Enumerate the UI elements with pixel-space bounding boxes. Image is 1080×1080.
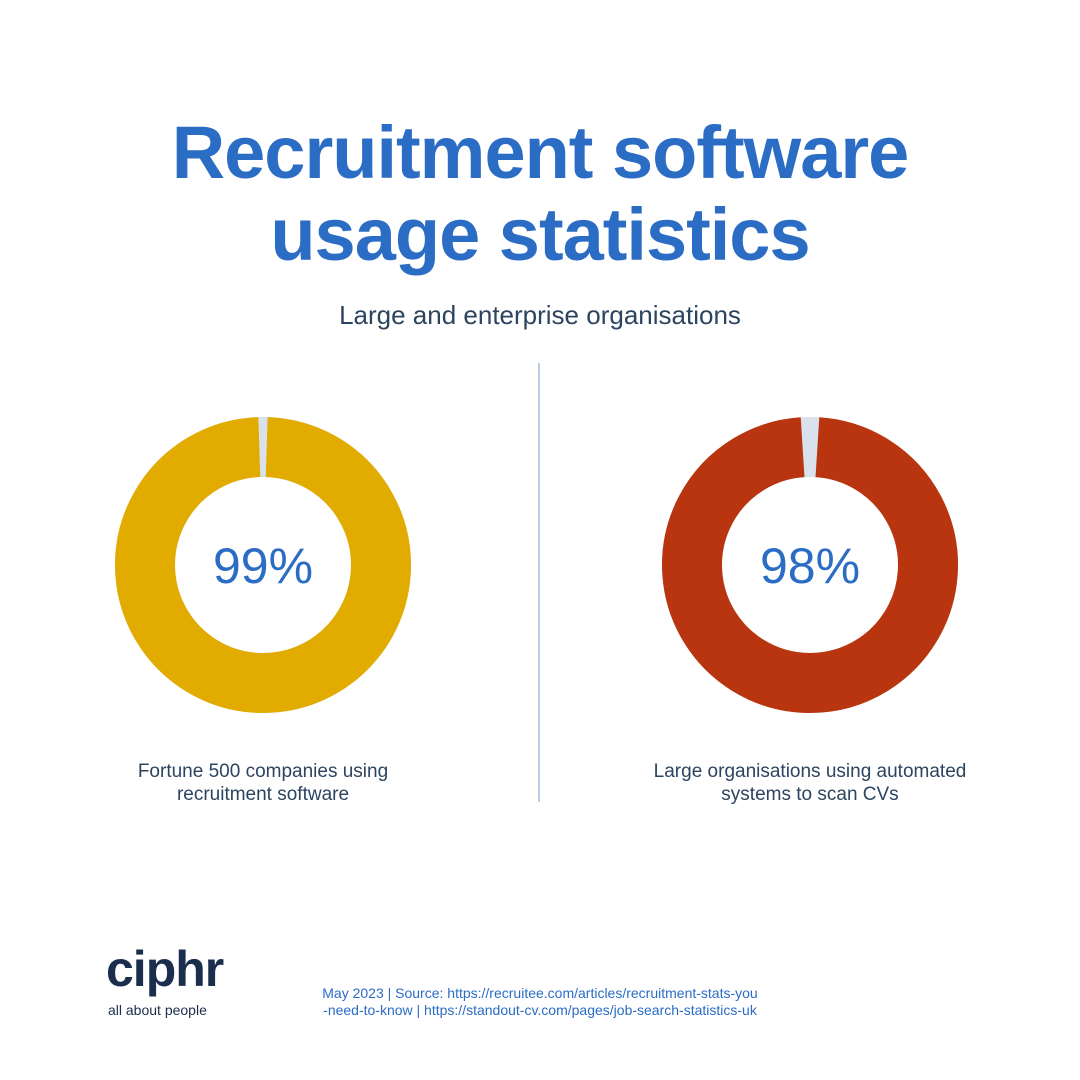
caption: Large organisations using automated syst… <box>653 761 967 805</box>
source: May 2023 | Source: https://recruitee.com… <box>322 985 758 1018</box>
logo: ciphr <box>106 941 224 997</box>
donut-arc <box>115 417 411 713</box>
subtitle: Large and enterprise organisations <box>339 300 741 330</box>
caption: Fortune 500 companies using recruitment … <box>137 761 389 805</box>
donut-arc <box>662 417 958 713</box>
value-label: 98% <box>760 538 860 594</box>
title: Recruitment software usage statistics <box>171 111 910 276</box>
value-label: 99% <box>213 538 313 594</box>
tagline: all about people <box>108 1002 207 1018</box>
